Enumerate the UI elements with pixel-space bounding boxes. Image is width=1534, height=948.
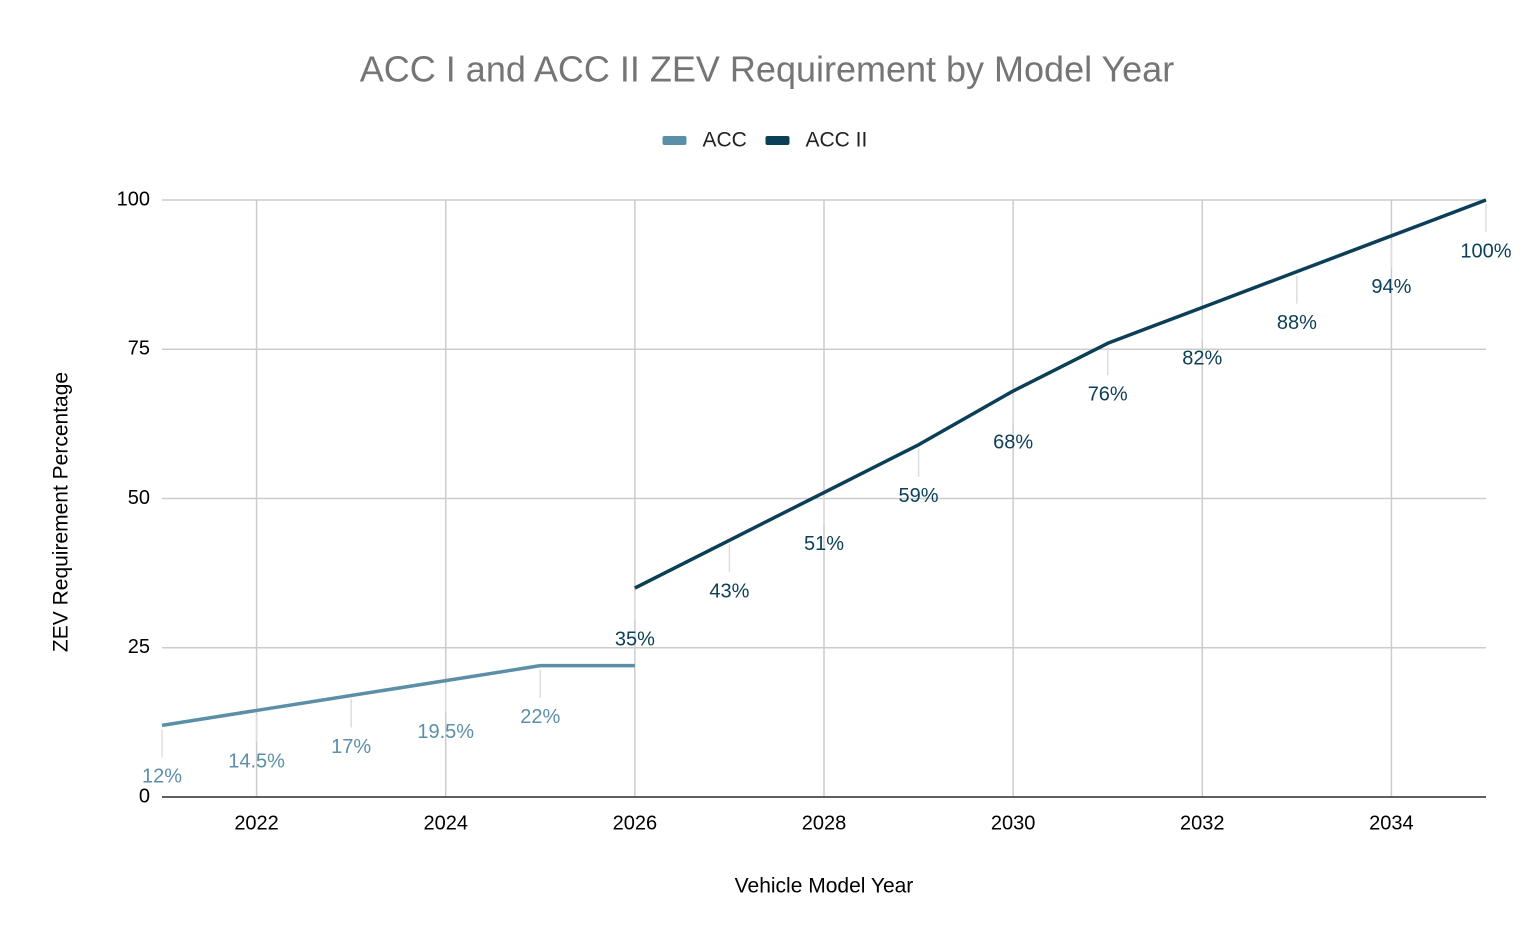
series-line bbox=[634, 198, 1487, 590]
legend-swatch bbox=[662, 136, 687, 145]
legend-label: ACC II bbox=[806, 129, 868, 152]
series-line bbox=[161, 663, 635, 728]
chart-title: ACC I and ACC II ZEV Requirement by Mode… bbox=[360, 49, 1174, 90]
y-tick-label: 100 bbox=[117, 188, 150, 210]
data-label: 19.5% bbox=[417, 721, 474, 743]
data-label: 43% bbox=[709, 581, 749, 603]
data-label: 94% bbox=[1371, 276, 1411, 298]
data-label: 100% bbox=[1460, 240, 1511, 262]
y-tick-label: 0 bbox=[139, 785, 150, 807]
data-label: 68% bbox=[993, 431, 1033, 453]
legend-label: ACC bbox=[703, 129, 747, 152]
data-label: 14.5% bbox=[228, 751, 285, 773]
y-tick-label: 50 bbox=[128, 487, 150, 509]
legend-swatch bbox=[765, 136, 790, 145]
data-label: 35% bbox=[615, 628, 655, 650]
x-tick-label: 2028 bbox=[802, 812, 847, 834]
data-label: 59% bbox=[899, 485, 939, 507]
x-tick-label: 2030 bbox=[991, 812, 1036, 834]
x-tick-label: 2026 bbox=[613, 812, 658, 834]
data-label: 76% bbox=[1088, 384, 1128, 406]
data-label: 12% bbox=[142, 766, 182, 788]
y-tick-label: 25 bbox=[128, 636, 150, 658]
x-tick-label: 2032 bbox=[1180, 812, 1225, 834]
data-label: 82% bbox=[1182, 348, 1222, 370]
y-axis-label: ZEV Requirement Percentage bbox=[50, 372, 73, 652]
data-label: 22% bbox=[520, 706, 560, 728]
x-tick-label: 2034 bbox=[1369, 812, 1414, 834]
x-tick-label: 2024 bbox=[423, 812, 468, 834]
x-tick-label: 2022 bbox=[234, 812, 279, 834]
data-label: 88% bbox=[1277, 312, 1317, 334]
data-label: 51% bbox=[804, 533, 844, 555]
data-label: 17% bbox=[331, 736, 371, 758]
x-axis-label: Vehicle Model Year bbox=[735, 875, 914, 898]
y-tick-label: 75 bbox=[128, 338, 150, 360]
